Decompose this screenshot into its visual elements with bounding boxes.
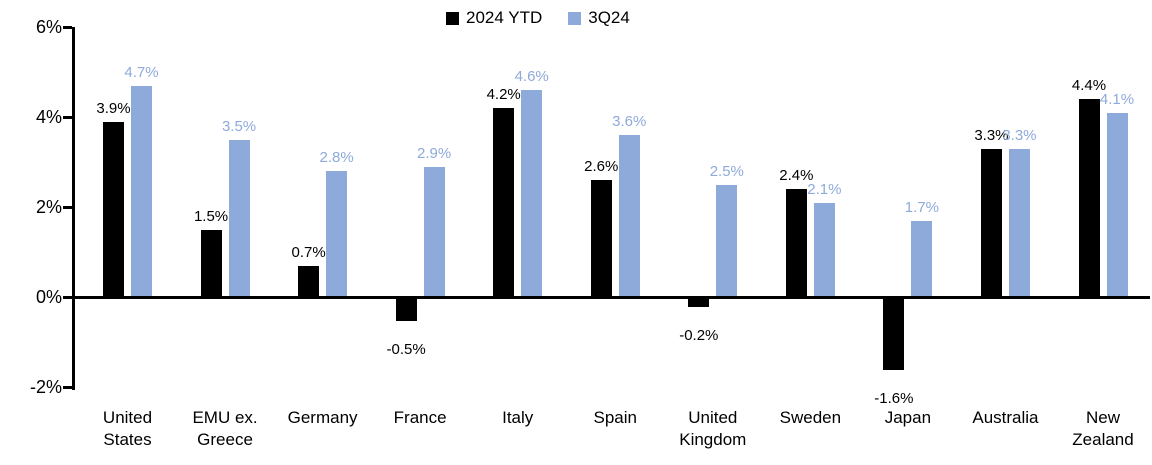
data-label-3q24: 3.6% [612, 113, 647, 130]
y-axis [72, 27, 75, 390]
bar-3q24 [1106, 112, 1128, 297]
legend-item-3q24: 3Q24 [568, 8, 630, 28]
data-label-2024ytd: 2.4% [779, 167, 814, 184]
legend-label-2024-ytd: 2024 YTD [466, 8, 543, 27]
data-label-3q24: 4.1% [1099, 90, 1135, 108]
bar-2024ytd [200, 229, 222, 297]
bar-2024ytd [1078, 99, 1100, 297]
bar-2024ytd [298, 265, 320, 297]
bar-3q24 [911, 220, 933, 297]
y-tick-mark [63, 26, 72, 29]
category-label: United Kingdom [679, 408, 747, 449]
data-label-3q24: 1.7% [904, 198, 939, 216]
data-label-2024ytd: 0.7% [291, 243, 326, 261]
category-label: Australia [972, 408, 1039, 427]
y-tick-label: -2% [29, 377, 62, 397]
bar-2024ytd [688, 298, 710, 307]
bar-2024ytd [103, 121, 124, 297]
bar-3q24 [521, 90, 543, 297]
bar-2024ytd [785, 189, 807, 297]
data-label-3q24: 3.3% [1002, 126, 1037, 144]
category-label: EMU ex. Greece [192, 408, 258, 449]
category-label: New Zealand [1072, 408, 1134, 449]
legend: 2024 YTD 3Q24 [446, 8, 630, 28]
category-label: Sweden [779, 408, 842, 427]
y-tick-label: 4% [35, 107, 62, 127]
legend-item-2024-ytd: 2024 YTD [446, 8, 542, 28]
category-label: France [393, 408, 447, 427]
bar-3q24 [716, 184, 738, 297]
data-label-3q24: 4.7% [124, 63, 159, 81]
bar-2024ytd [493, 108, 515, 297]
bar-3q24 [813, 202, 835, 297]
legend-swatch-3q24 [568, 11, 582, 25]
data-label-3q24: 2.9% [417, 144, 452, 162]
data-label-2024ytd: -1.6% [874, 390, 914, 407]
bar-3q24 [1008, 148, 1030, 297]
bar-2024ytd [590, 180, 612, 297]
category-label: Germany [287, 408, 358, 427]
legend-label-3q24: 3Q24 [588, 8, 630, 27]
x-axis [72, 296, 1150, 299]
y-tick-label: 2% [35, 197, 62, 217]
data-label-2024ytd: 3.3% [974, 126, 1009, 144]
bar-3q24 [131, 85, 152, 297]
bar-2024ytd [883, 298, 905, 370]
data-label-3q24: 2.5% [709, 162, 744, 180]
data-label-2024ytd: 3.9% [96, 99, 131, 117]
category-label: Spain [593, 408, 637, 427]
data-label-2024ytd: 4.2% [486, 86, 521, 103]
data-label-2024ytd: -0.2% [679, 327, 719, 344]
bar-2024ytd [980, 148, 1002, 297]
y-tick-label: 0% [35, 287, 62, 307]
bar-3q24 [618, 135, 640, 297]
data-label-2024ytd: 2.6% [584, 158, 619, 175]
category-label: Italy [502, 408, 534, 427]
y-tick-mark [63, 386, 72, 389]
data-label-2024ytd: 1.5% [193, 207, 229, 225]
data-label-2024ytd: -0.5% [386, 340, 426, 358]
y-tick-mark [63, 296, 72, 299]
bar-3q24 [423, 166, 445, 297]
bar-2024ytd [395, 298, 417, 321]
data-label-3q24: 2.8% [319, 149, 354, 166]
data-label-3q24: 3.5% [221, 117, 257, 135]
legend-swatch-2024-ytd [446, 11, 459, 25]
y-tick-mark [63, 116, 72, 119]
category-label: Japan [884, 408, 932, 427]
data-label-3q24: 4.6% [514, 68, 549, 85]
data-label-3q24: 2.1% [807, 180, 842, 198]
bar-3q24 [228, 139, 250, 297]
y-tick-label: 6% [35, 17, 62, 37]
category-label: United States [102, 408, 153, 449]
data-label-2024ytd: 4.4% [1071, 77, 1107, 94]
bar-3q24 [326, 171, 348, 297]
y-tick-mark [63, 206, 72, 209]
